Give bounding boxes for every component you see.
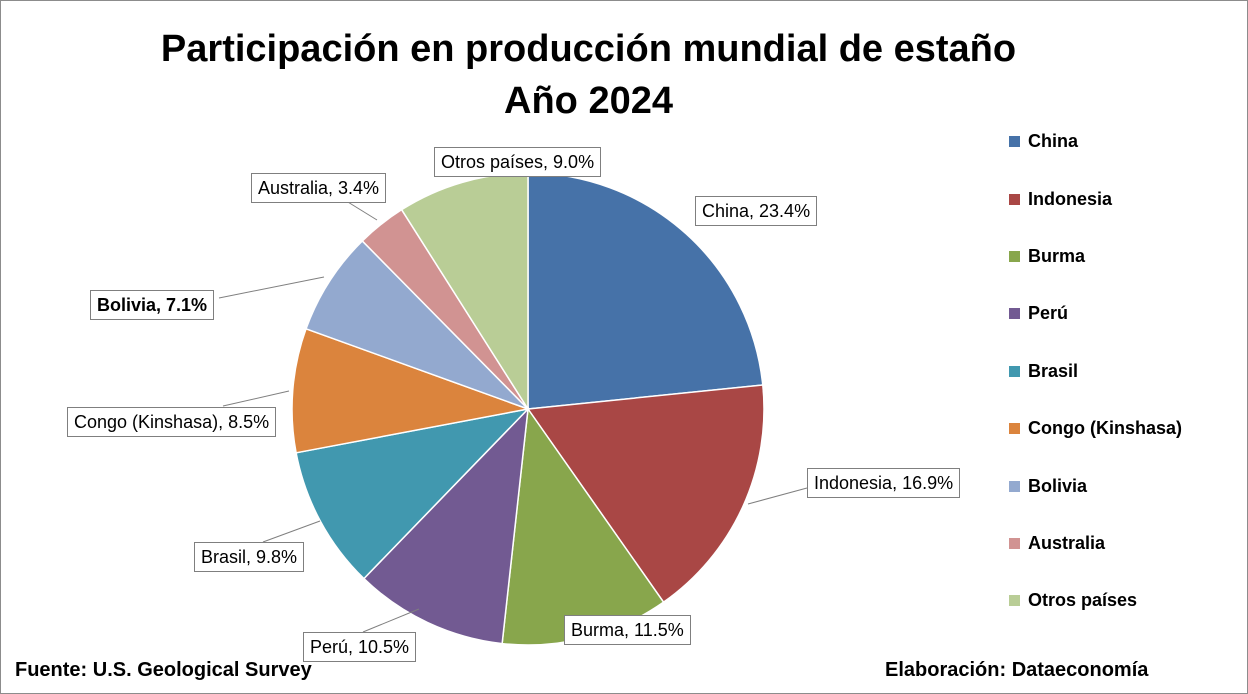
legend-item: Australia xyxy=(1009,515,1239,572)
legend-label: Perú xyxy=(1028,303,1069,324)
data-label: Brasil, 9.8% xyxy=(194,542,305,572)
legend-label: Burma xyxy=(1028,245,1086,266)
legend-label: Otros países xyxy=(1028,590,1138,611)
legend-swatch xyxy=(1009,136,1020,148)
legend-item: Otros países xyxy=(1009,572,1239,629)
legend-label: Indonesia xyxy=(1028,188,1113,209)
leader-line xyxy=(262,520,321,543)
legend-item: Congo (Kinshasa) xyxy=(1009,400,1239,457)
legend-swatch xyxy=(1009,193,1020,205)
data-label: China, 23.4% xyxy=(695,196,818,226)
leader-line xyxy=(747,487,808,505)
legend-item: Indonesia xyxy=(1009,170,1239,227)
legend-swatch xyxy=(1009,595,1020,607)
chart-title-line1: Participación en producción mundial de e… xyxy=(160,28,1017,70)
legend-label: Congo (Kinshasa) xyxy=(1028,418,1183,439)
legend-item: Perú xyxy=(1009,285,1239,342)
legend-swatch xyxy=(1009,480,1020,492)
legend-swatch xyxy=(1009,250,1020,262)
legend: China Indonesia Burma Perú Brasil Congo (Kins… xyxy=(1009,113,1239,630)
legend-item: Bolivia xyxy=(1009,457,1239,514)
legend-label: Australia xyxy=(1028,532,1106,553)
leader-line xyxy=(362,608,420,633)
pie-slice xyxy=(305,239,529,410)
source-note: Fuente: U.S. Geological Survey xyxy=(15,659,312,681)
data-label: Otros países, 9.0% xyxy=(434,147,602,177)
legend-swatch xyxy=(1009,308,1020,320)
legend-item: Brasil xyxy=(1009,343,1239,400)
data-label: Burma, 11.5% xyxy=(564,615,691,645)
pie-slice xyxy=(295,407,531,580)
legend-item: Burma xyxy=(1009,228,1239,285)
legend-label: Brasil xyxy=(1028,360,1079,381)
data-label: Australia, 3.4% xyxy=(251,173,387,203)
legend-item: China xyxy=(1009,113,1239,170)
credit-note: Elaboración: Dataeconomía xyxy=(885,659,1149,681)
legend-swatch xyxy=(1009,537,1020,549)
legend-label: China xyxy=(1028,131,1079,152)
pie-slice xyxy=(291,327,531,454)
pie-slice xyxy=(362,406,529,645)
leader-line xyxy=(222,390,290,407)
chart-title: Participación en producción mundial de e… xyxy=(1,23,1176,127)
legend-swatch xyxy=(1009,365,1020,377)
data-label: Perú, 10.5% xyxy=(303,632,417,662)
pie-slice xyxy=(526,384,765,604)
legend-swatch xyxy=(1009,423,1020,435)
data-label: Congo (Kinshasa), 8.5% xyxy=(67,407,277,437)
data-label: Indonesia, 16.9% xyxy=(807,468,961,498)
leader-line xyxy=(218,276,325,299)
chart-title-line2: Año 2024 xyxy=(504,80,673,122)
legend-label: Bolivia xyxy=(1028,475,1088,496)
data-label: Bolivia, 7.1% xyxy=(90,290,215,320)
